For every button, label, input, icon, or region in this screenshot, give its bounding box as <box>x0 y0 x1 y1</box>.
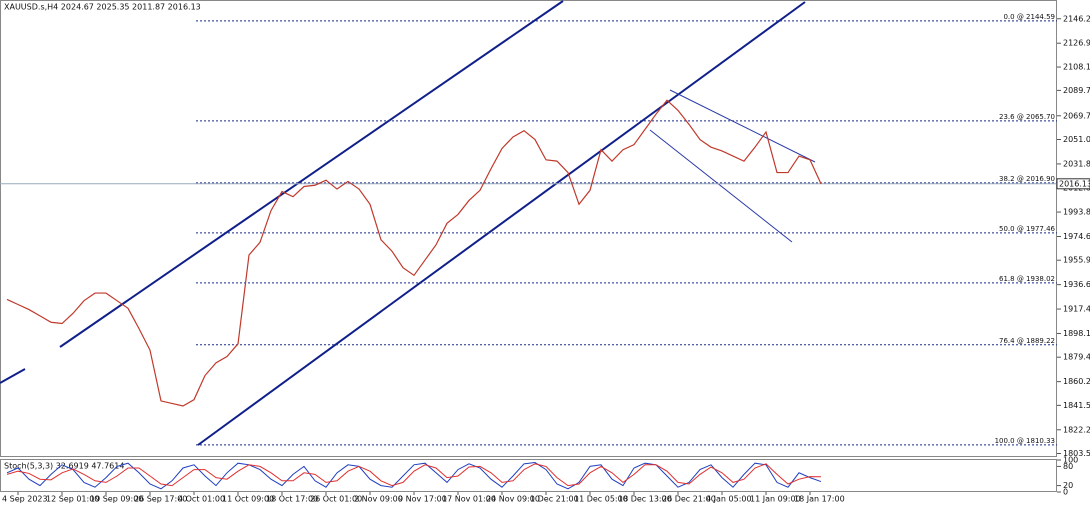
y-tick-label: 1936.65 <box>1063 280 1090 289</box>
x-tick-label: 11 Jan 09:00 <box>750 495 801 504</box>
y-tick-label: 1879.45 <box>1063 353 1090 362</box>
x-tick-label: 18 Oct 17:00 <box>266 495 318 504</box>
y-tick-label: 1993.85 <box>1063 208 1090 217</box>
x-tick-label: 2 Nov 09:00 <box>354 495 403 504</box>
x-tick-label: 26 Dec 21:00 <box>662 495 716 504</box>
x-tick-label: 26 Sep 17:00 <box>134 495 187 504</box>
fib-label: 100.0 @ 1810.33 <box>995 437 1055 445</box>
x-tick-label: 19 Sep 09:00 <box>90 495 143 504</box>
x-tick-label: 12 Sep 01:00 <box>46 495 99 504</box>
y-tick-label: 1917.40 <box>1063 305 1090 314</box>
y-tick-label: 80 <box>1063 462 1073 471</box>
x-tick-label: 17 Nov 01:00 <box>442 495 496 504</box>
trend-line <box>649 129 793 243</box>
price-line-series <box>6 99 822 407</box>
trend-line <box>197 1 806 446</box>
y-tick-label: 2031.80 <box>1063 159 1090 168</box>
price-box <box>1056 178 1090 190</box>
x-tick-label: 18 Dec 13:00 <box>618 495 672 504</box>
y-tick-label: 20 <box>1063 481 1073 490</box>
x-tick-label: 4 Oct 01:00 <box>178 495 225 504</box>
stoch-line <box>6 463 822 487</box>
x-tick-label: 26 Oct 01:00 <box>310 495 362 504</box>
x-tick-label: 24 Nov 09:00 <box>486 495 540 504</box>
y-tick-label: 1898.15 <box>1063 329 1090 338</box>
price-panel-frame <box>0 0 1057 457</box>
trend-line <box>0 368 26 384</box>
y-tick-label: 0 <box>1063 488 1068 497</box>
fib-label: 50.0 @ 1977.46 <box>999 225 1056 233</box>
fib-label: 38.2 @ 2016.90 <box>999 175 1055 183</box>
y-tick-label: 2146.20 <box>1063 14 1090 23</box>
fib-label: 76.4 @ 1889.22 <box>999 337 1055 345</box>
trend-line <box>669 89 816 163</box>
y-tick-label: 2051.05 <box>1063 135 1090 144</box>
price-header: XAUUSD.s,H4 2024.67 2025.35 2011.87 2016… <box>4 3 201 12</box>
y-tick-label: 1955.90 <box>1063 256 1090 265</box>
y-tick-label: 2108.15 <box>1063 63 1090 72</box>
y-tick-label: 2089.75 <box>1063 86 1090 95</box>
y-tick-label: 1841.50 <box>1063 401 1090 410</box>
y-tick-label: 1860.20 <box>1063 377 1090 386</box>
fib-label: 0.0 @ 2144.59 <box>1003 13 1055 21</box>
price-box-label: 2016.13 <box>1059 179 1090 188</box>
trend-line <box>59 0 564 348</box>
stoch-panel-frame <box>0 459 1057 492</box>
x-tick-label: 4 Sep 2023 <box>2 495 48 504</box>
fib-label: 61.8 @ 1938.02 <box>999 275 1055 283</box>
y-tick-label: 100 <box>1063 456 1078 465</box>
x-tick-label: 11 Dec 05:00 <box>574 495 628 504</box>
x-tick-label: 18 Jan 17:00 <box>794 495 845 504</box>
y-tick-label: 2069.75 <box>1063 111 1090 120</box>
x-tick-label: 9 Nov 17:00 <box>398 495 447 504</box>
x-tick-label: 11 Oct 09:00 <box>222 495 274 504</box>
y-tick-label: 1974.60 <box>1063 232 1090 241</box>
y-tick-label: 1803.55 <box>1063 449 1090 458</box>
fib-label: 23.6 @ 2065.70 <box>999 113 1055 121</box>
y-tick-label: 2126.95 <box>1063 39 1090 48</box>
x-tick-label: 1 Dec 21:00 <box>530 495 579 504</box>
y-tick-label: 1822.25 <box>1063 425 1090 434</box>
x-tick-label: 4 Jan 05:00 <box>706 495 752 504</box>
stoch-line <box>6 462 822 490</box>
